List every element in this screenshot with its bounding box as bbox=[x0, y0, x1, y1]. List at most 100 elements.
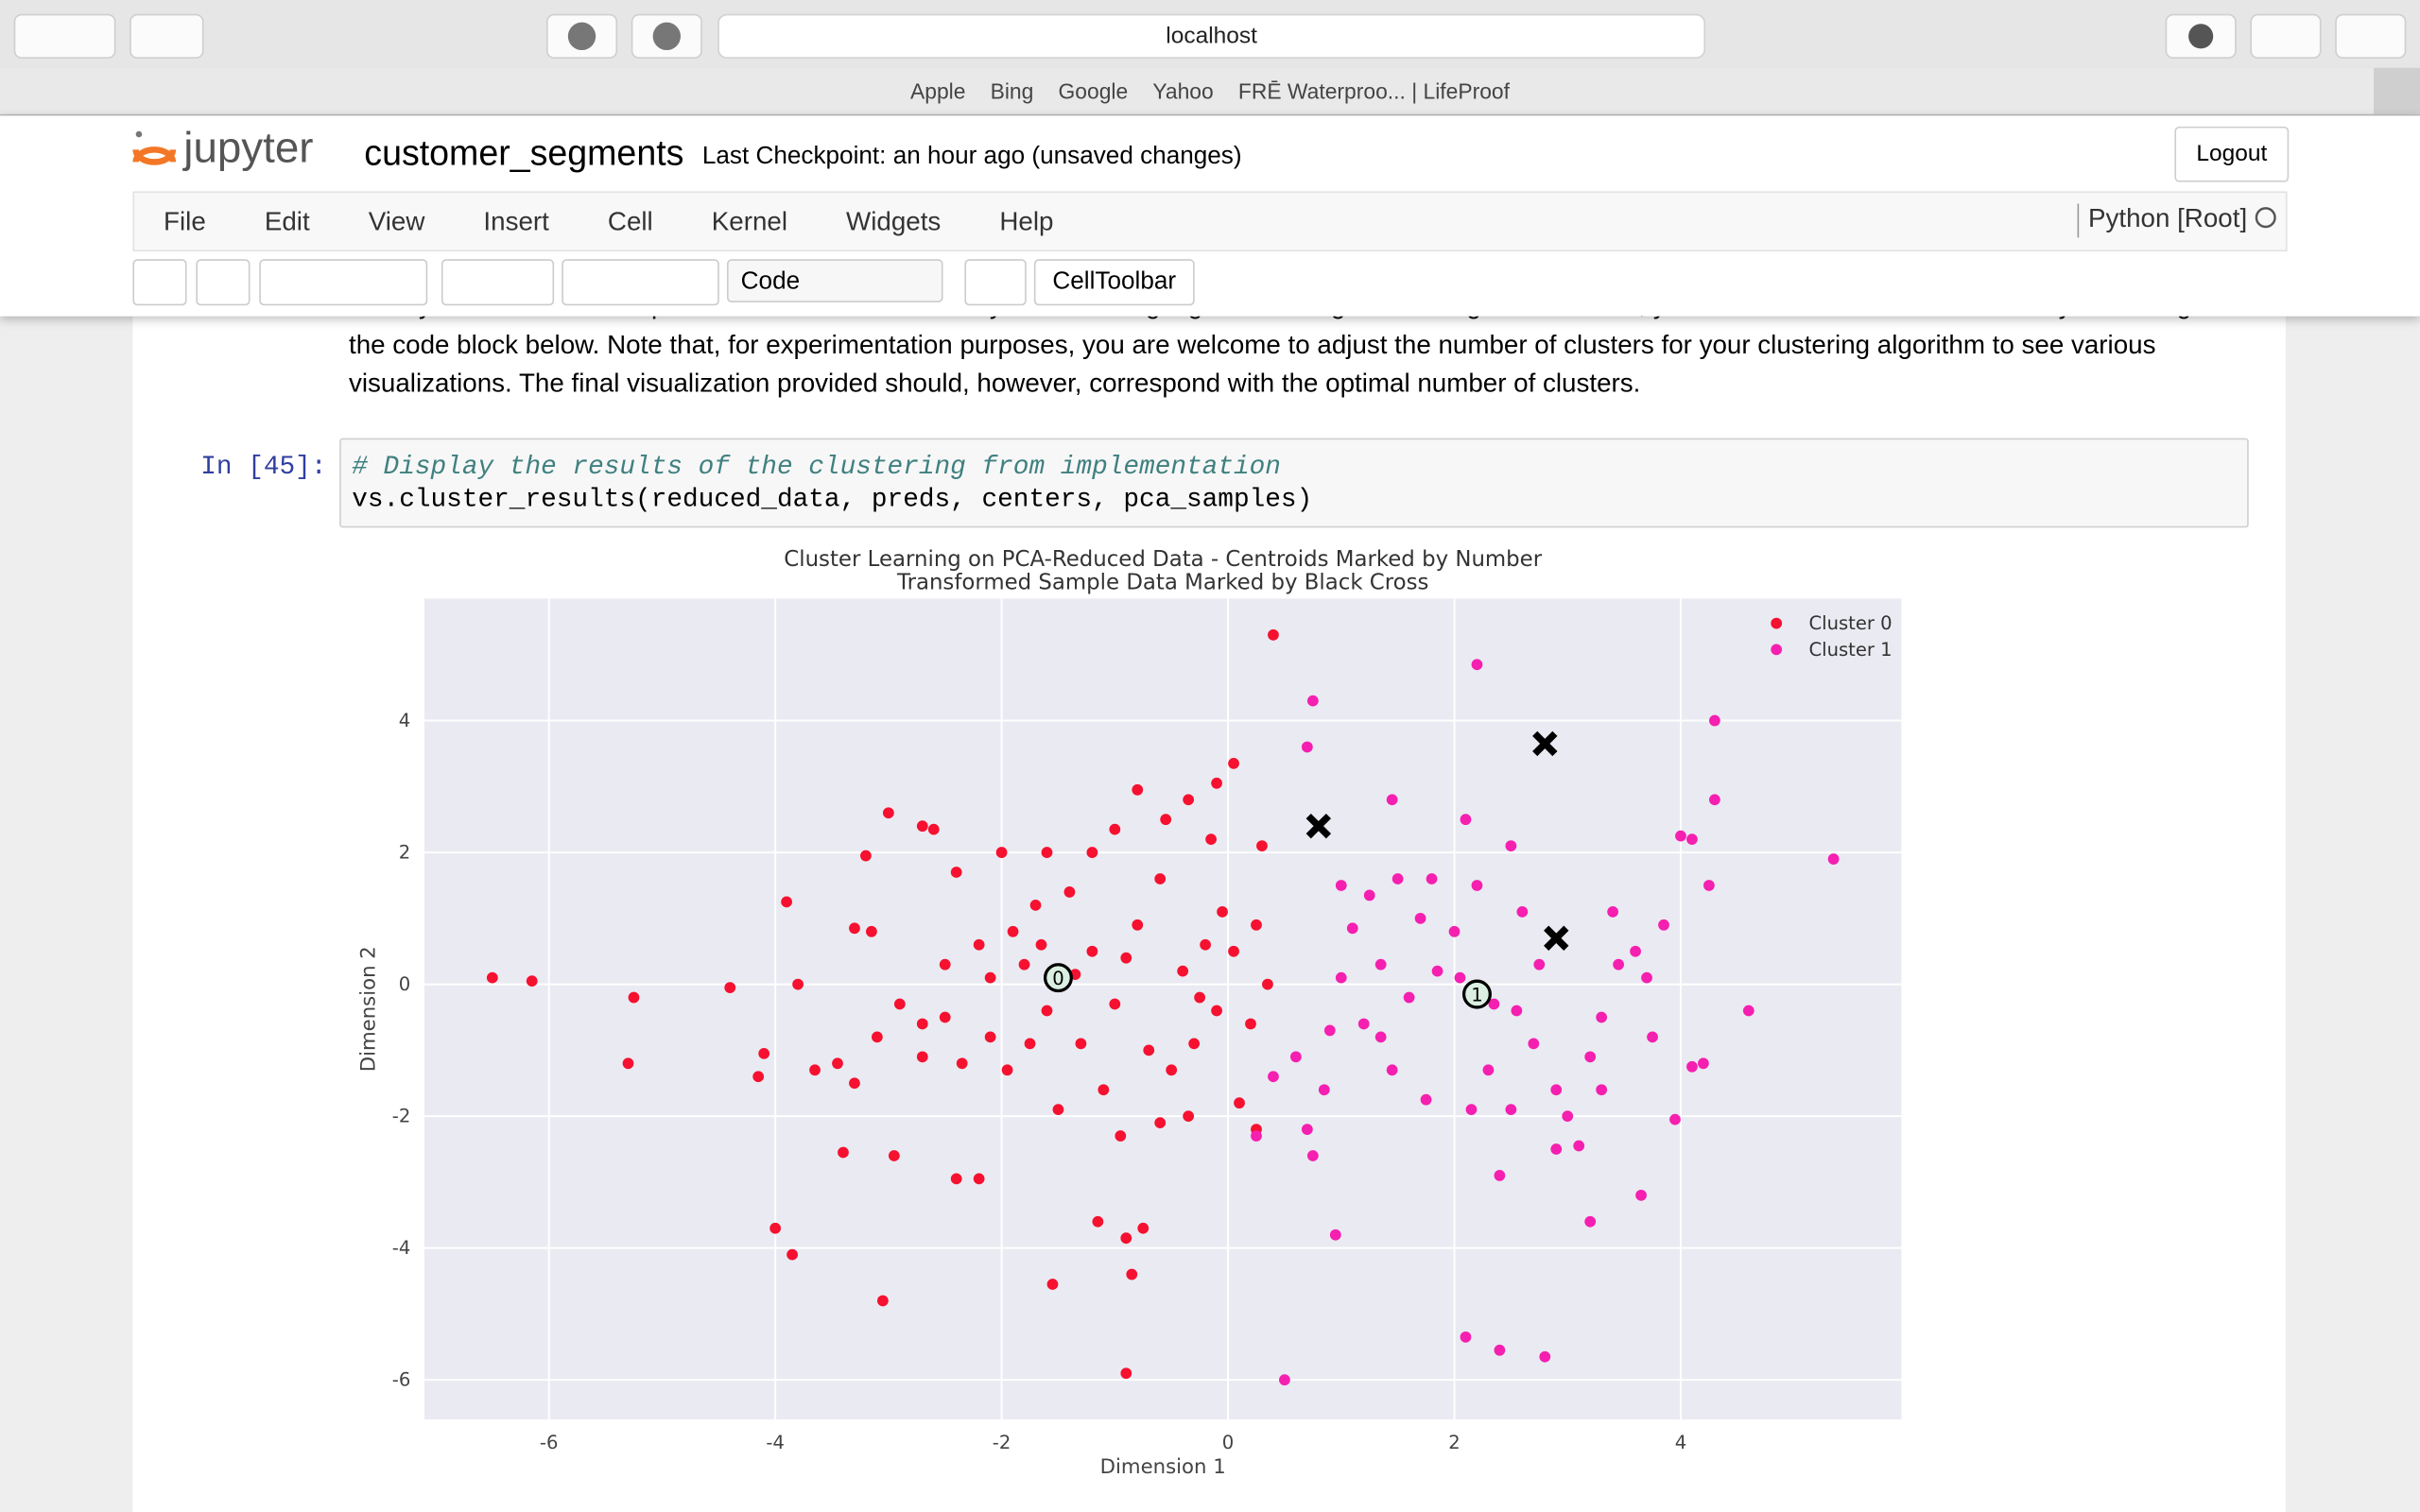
menu-item[interactable]: Cell bbox=[607, 205, 653, 235]
keyboard-button[interactable] bbox=[964, 259, 1027, 306]
scatter-point bbox=[1256, 840, 1268, 851]
menu-item[interactable]: Kernel bbox=[711, 205, 788, 235]
scatter-point bbox=[1245, 1018, 1256, 1030]
scatter-point bbox=[1301, 741, 1313, 753]
scatter-point bbox=[1306, 1150, 1319, 1161]
bookmark[interactable]: Apple bbox=[910, 78, 966, 104]
move-buttons[interactable] bbox=[441, 259, 555, 306]
share-button[interactable] bbox=[2250, 13, 2322, 60]
scatter-point bbox=[984, 971, 996, 984]
scatter-point bbox=[1533, 958, 1546, 971]
scatter-point bbox=[1335, 971, 1347, 984]
scatter-point bbox=[1562, 1110, 1574, 1123]
scatter-point bbox=[939, 958, 951, 971]
scatter-point bbox=[1063, 886, 1076, 898]
clipboard-buttons[interactable] bbox=[259, 259, 428, 306]
scatter-point bbox=[1092, 1215, 1104, 1228]
scatter-point bbox=[809, 1064, 821, 1076]
scatter-point bbox=[792, 978, 804, 990]
scatter-point bbox=[1041, 1005, 1053, 1017]
save-button[interactable] bbox=[132, 259, 187, 306]
scatter-point bbox=[1414, 912, 1426, 924]
scatter-point bbox=[1539, 1350, 1551, 1363]
scatter-point bbox=[1211, 1005, 1222, 1017]
menu-item[interactable]: Edit bbox=[264, 205, 310, 235]
new-tab[interactable] bbox=[2374, 67, 2420, 114]
bookmark[interactable]: FRĒ Waterproo... | LifeProof bbox=[1237, 78, 1510, 104]
centroid bbox=[1461, 979, 1492, 1009]
scatter-point bbox=[1686, 1060, 1698, 1073]
bookmark[interactable]: Google bbox=[1058, 78, 1129, 104]
menu-item[interactable]: Help bbox=[999, 205, 1054, 235]
downloads-button[interactable] bbox=[2165, 13, 2237, 60]
x-tick-label: -2 bbox=[993, 1432, 1011, 1453]
legend-label: Cluster 1 bbox=[1808, 639, 1892, 661]
jupyter-header: jupyter customer_segments Last Checkpoin… bbox=[0, 115, 2420, 317]
logout-button[interactable]: Logout bbox=[2174, 126, 2290, 182]
menu-item[interactable]: Insert bbox=[483, 205, 549, 235]
scatter-point bbox=[1132, 783, 1144, 796]
scatter-point bbox=[1471, 880, 1483, 891]
scatter-point bbox=[1323, 1024, 1336, 1037]
legend-marker bbox=[1771, 644, 1783, 656]
scatter-point bbox=[769, 1222, 782, 1234]
scatter-point bbox=[1046, 1279, 1059, 1290]
plot-area bbox=[424, 598, 1902, 1420]
scatter-point bbox=[1505, 840, 1517, 851]
scatter-point bbox=[1607, 905, 1619, 918]
code-comment: # Display the results of the clustering … bbox=[352, 453, 1281, 484]
scatter-point bbox=[1647, 1031, 1658, 1043]
back-forward[interactable] bbox=[13, 13, 116, 60]
y-tick-label: -2 bbox=[392, 1106, 411, 1127]
scatter-point bbox=[1329, 1228, 1341, 1241]
scatter-point bbox=[1346, 922, 1358, 935]
scatter-point bbox=[1742, 1005, 1754, 1017]
scatter-point bbox=[1471, 659, 1483, 671]
cell-type-select[interactable]: Code bbox=[726, 259, 943, 302]
insert-cell-button[interactable] bbox=[196, 259, 251, 306]
code-line: vs.cluster_results(reduced_data, preds, … bbox=[352, 486, 1313, 516]
scatter-point bbox=[1290, 1051, 1302, 1063]
scatter-point bbox=[1550, 1084, 1563, 1096]
scatter-point bbox=[1086, 847, 1098, 858]
menu-item[interactable]: View bbox=[368, 205, 425, 235]
scatter-point bbox=[1630, 945, 1641, 957]
scatter-point bbox=[1268, 628, 1279, 641]
menu-item[interactable]: Widgets bbox=[846, 205, 942, 235]
scatter-point bbox=[1403, 991, 1415, 1004]
jupyter-logo[interactable]: jupyter bbox=[183, 123, 314, 172]
scatter-point bbox=[758, 1047, 770, 1059]
scatter-point bbox=[628, 991, 640, 1004]
scatter-point bbox=[1234, 1097, 1245, 1109]
scatter-point bbox=[866, 925, 877, 937]
bookmark[interactable]: Yahoo bbox=[1152, 78, 1214, 104]
scatter-point bbox=[1516, 905, 1529, 918]
celltoolbar-button[interactable]: CellToolbar bbox=[1033, 259, 1195, 306]
scatter-point bbox=[1709, 794, 1720, 806]
scatter-point bbox=[1460, 1331, 1472, 1343]
scatter-point bbox=[486, 971, 498, 984]
notebook-name[interactable]: customer_segments bbox=[364, 132, 684, 173]
scatter-point bbox=[984, 1031, 996, 1043]
scatter-point bbox=[1426, 873, 1438, 885]
bookmark[interactable]: Bing bbox=[990, 78, 1034, 104]
pinterest-button[interactable] bbox=[545, 13, 618, 60]
scatter-point bbox=[849, 922, 860, 935]
scatter-point bbox=[1420, 1093, 1432, 1106]
scatter-point bbox=[1166, 1064, 1178, 1076]
legend-label: Cluster 0 bbox=[1808, 612, 1892, 634]
tabs-button[interactable] bbox=[2335, 13, 2407, 60]
scatter-point bbox=[893, 998, 906, 1010]
scatter-point bbox=[622, 1057, 634, 1070]
menu-item[interactable]: File bbox=[164, 205, 206, 235]
address-bar[interactable]: localhost bbox=[717, 13, 1706, 60]
scatter-point bbox=[950, 867, 962, 878]
scatter-point bbox=[1306, 695, 1319, 707]
code-cell[interactable]: # Display the results of the clustering … bbox=[339, 438, 2249, 528]
adblock-button[interactable] bbox=[631, 13, 702, 60]
scatter-point bbox=[1001, 1064, 1013, 1076]
run-buttons[interactable] bbox=[562, 259, 719, 306]
sidebar-button[interactable] bbox=[130, 13, 204, 60]
scatter-point bbox=[1211, 777, 1222, 789]
